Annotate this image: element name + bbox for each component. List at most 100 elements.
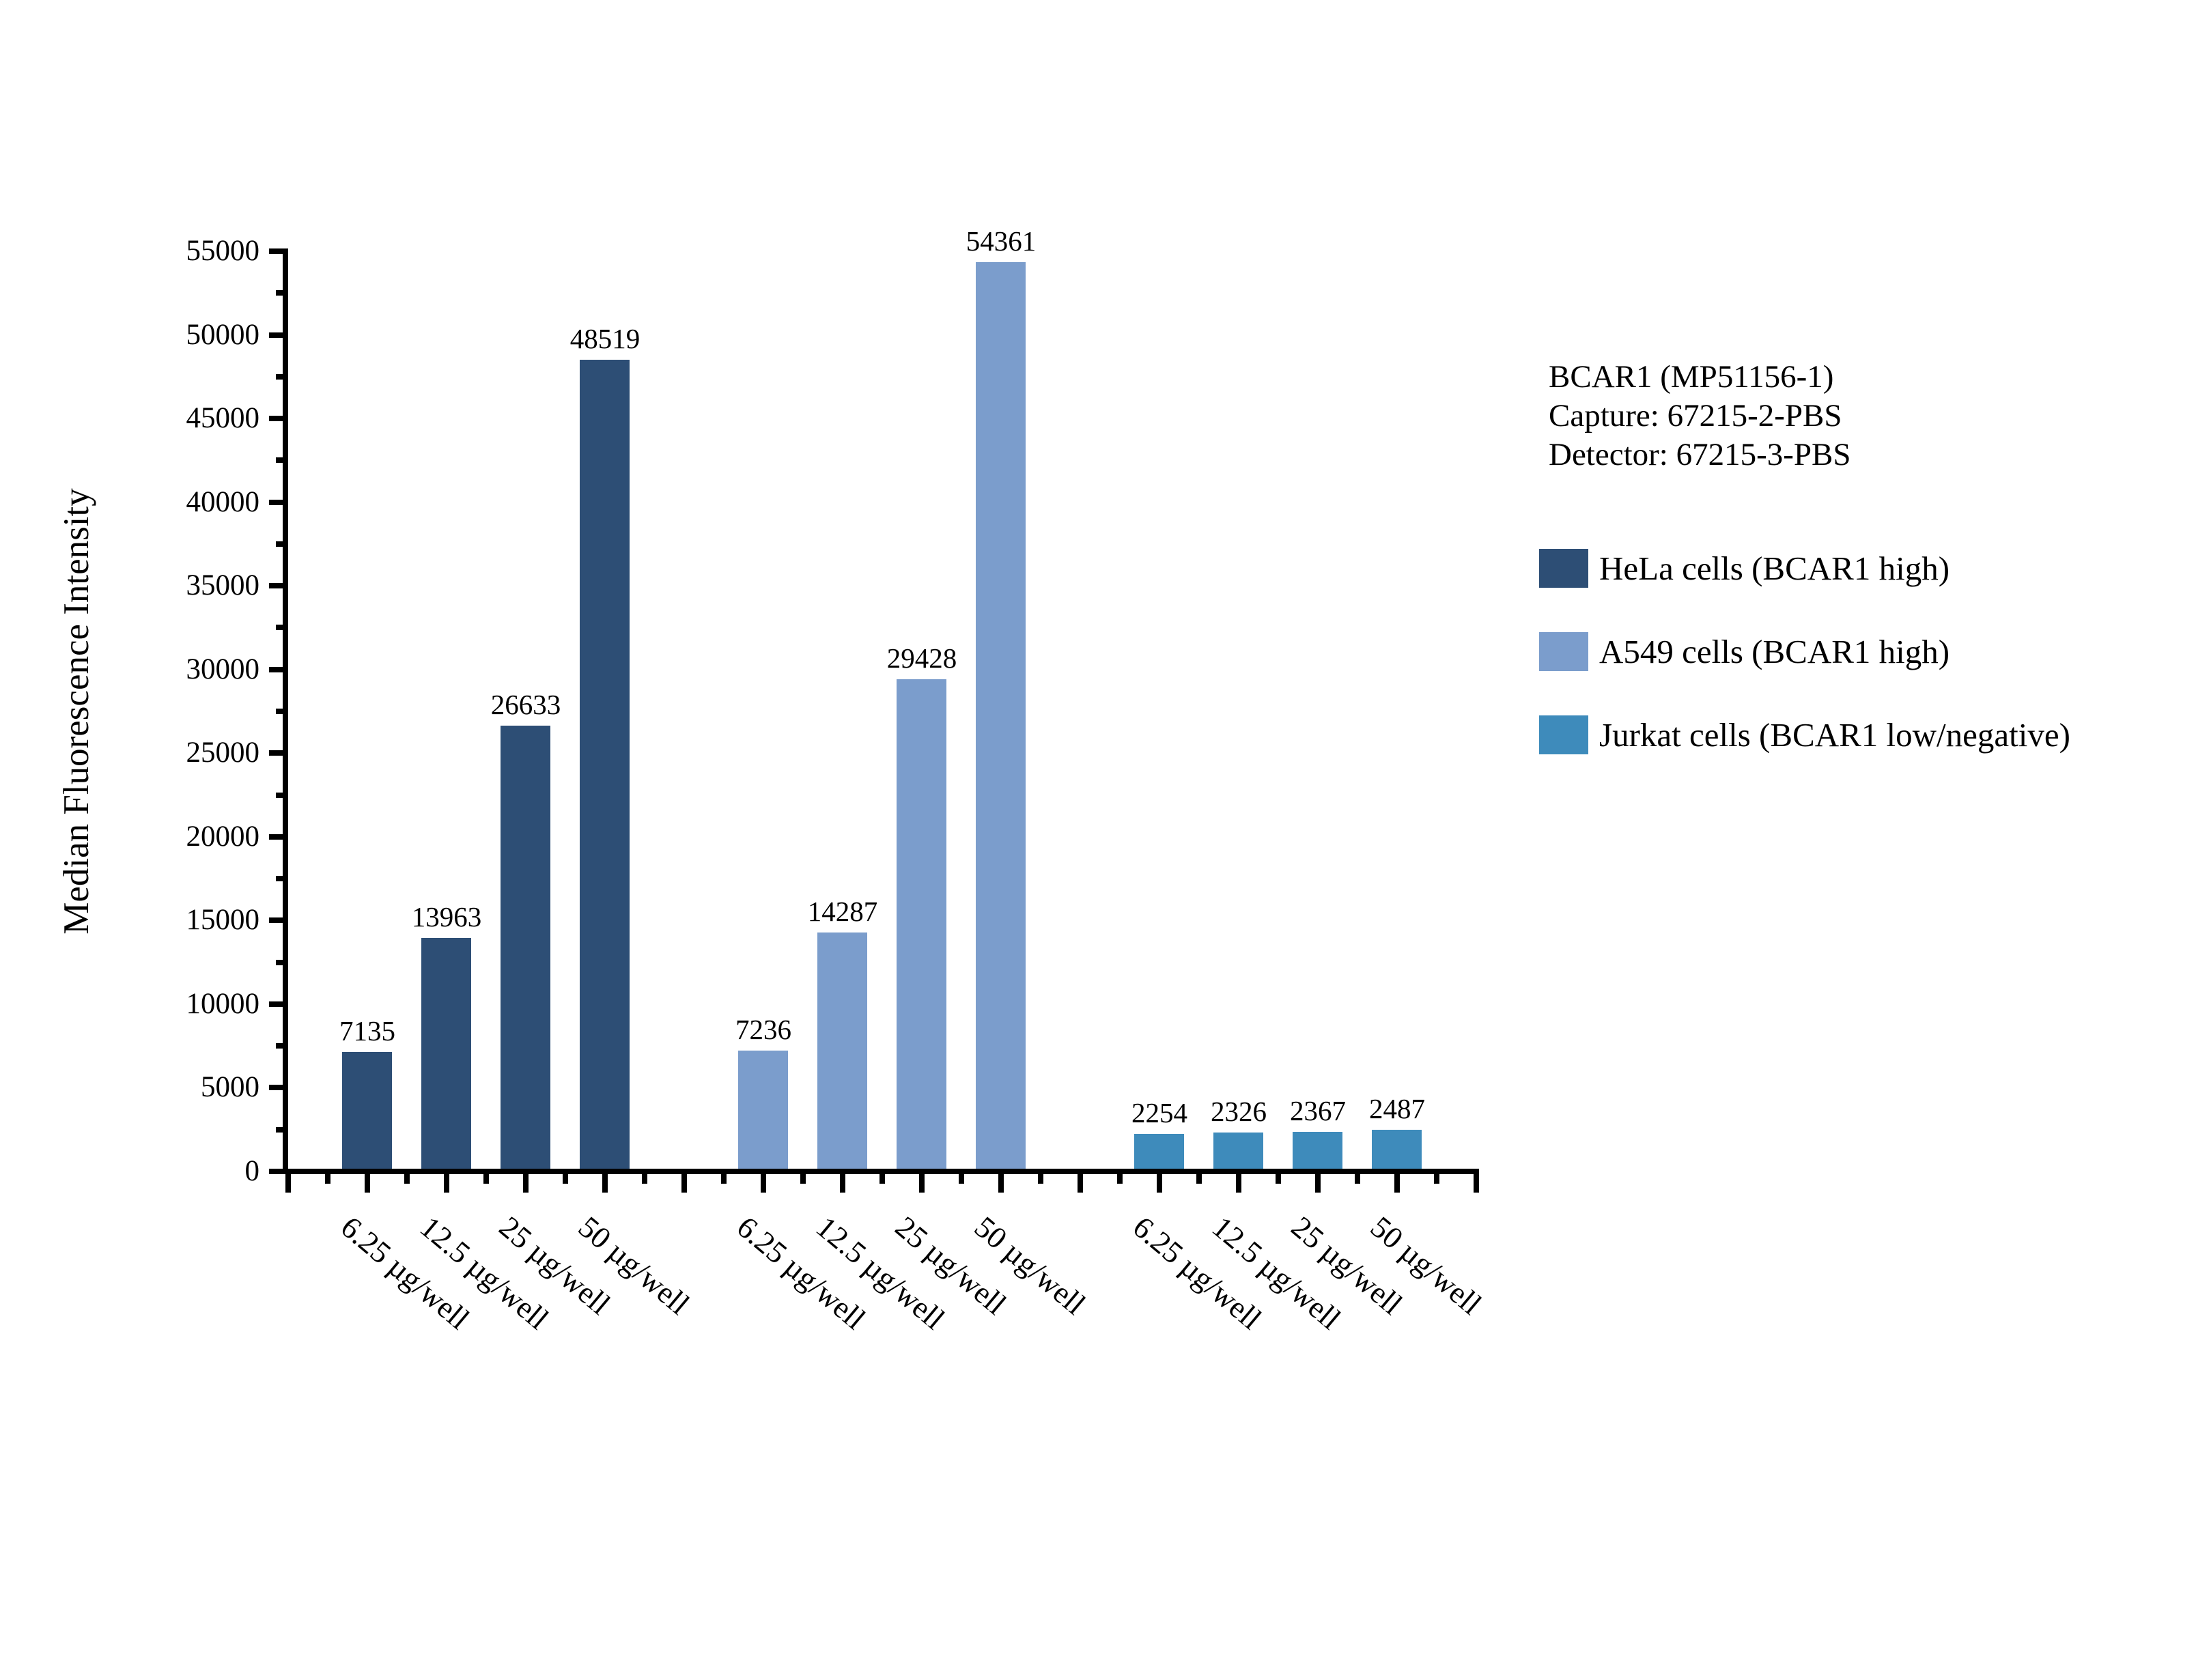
x-major-tick: [365, 1174, 370, 1193]
x-minor-tick: [1276, 1174, 1281, 1184]
x-minor-tick: [721, 1174, 727, 1184]
y-tick-label: 50000: [186, 318, 260, 351]
x-minor-tick: [800, 1174, 806, 1184]
x-minor-tick: [404, 1174, 410, 1184]
bar-value-label: 7135: [339, 1015, 395, 1047]
annotation-line-3: Detector: 67215-3-PBS: [1549, 437, 1851, 472]
legend-item-label: HeLa cells (BCAR1 high): [1599, 550, 1950, 587]
bar-value-label: 13963: [411, 901, 482, 932]
y-major-tick: [269, 332, 283, 338]
legend-item-label: A549 cells (BCAR1 high): [1599, 633, 1950, 670]
x-major-tick: [1394, 1174, 1400, 1193]
y-tick-label: 25000: [186, 737, 260, 769]
y-tick-label: 15000: [186, 904, 260, 937]
x-major-tick: [919, 1174, 925, 1193]
bar: [817, 932, 867, 1171]
x-major-tick: [523, 1174, 529, 1193]
y-minor-tick: [276, 792, 283, 798]
x-major-tick: [761, 1174, 766, 1193]
x-minor-tick: [1196, 1174, 1202, 1184]
x-minor-tick: [959, 1174, 964, 1184]
bar-value-label: 54361: [966, 225, 1037, 257]
bar-value-label: 29428: [886, 642, 957, 674]
y-tick-label: 30000: [186, 653, 260, 685]
bar: [738, 1051, 788, 1171]
x-major-tick: [285, 1174, 291, 1193]
y-major-tick: [269, 1001, 283, 1007]
x-minor-tick: [1434, 1174, 1439, 1184]
bar-value-label: 26633: [490, 689, 561, 720]
x-major-tick: [1315, 1174, 1321, 1193]
y-minor-tick: [276, 625, 283, 631]
y-minor-tick: [276, 290, 283, 296]
x-major-tick: [444, 1174, 449, 1193]
x-minor-tick: [483, 1174, 489, 1184]
y-minor-tick: [276, 373, 283, 380]
x-axis-line: [283, 1169, 1479, 1174]
annotation-line-1: BCAR1 (MP51156-1): [1549, 359, 1834, 395]
bar: [897, 679, 946, 1171]
y-axis-title: Median Fluorescence Intensity: [57, 488, 96, 935]
legend-item-label: Jurkat cells (BCAR1 low/negative): [1599, 716, 2070, 754]
bar: [976, 262, 1026, 1171]
y-axis-line: [283, 248, 288, 1174]
y-major-tick: [269, 666, 283, 672]
y-major-tick: [269, 750, 283, 756]
x-minor-tick: [879, 1174, 885, 1184]
x-minor-tick: [1117, 1174, 1123, 1184]
x-minor-tick: [642, 1174, 647, 1184]
x-minor-tick: [1038, 1174, 1043, 1184]
bar: [1134, 1134, 1184, 1171]
bar-value-label: 7236: [735, 1014, 791, 1045]
bar: [1213, 1133, 1263, 1171]
y-major-tick: [269, 1169, 283, 1174]
x-major-tick: [1157, 1174, 1162, 1193]
bar-value-label: 2487: [1369, 1093, 1425, 1124]
bar-value-label: 2254: [1131, 1097, 1187, 1128]
y-minor-tick: [276, 1043, 283, 1049]
x-minor-tick: [325, 1174, 330, 1184]
y-minor-tick: [276, 1126, 283, 1133]
y-major-tick: [269, 917, 283, 924]
x-major-tick: [602, 1174, 608, 1193]
y-tick-label: 0: [244, 1155, 260, 1187]
bar-value-label: 48519: [569, 323, 640, 354]
y-tick-label: 55000: [186, 235, 260, 267]
x-major-tick: [1236, 1174, 1241, 1193]
annotation-line-2: Capture: 67215-2-PBS: [1549, 398, 1842, 433]
x-major-tick: [1474, 1174, 1479, 1193]
bar-value-label: 2367: [1290, 1095, 1346, 1126]
bar: [1293, 1132, 1342, 1171]
y-tick-label: 40000: [186, 485, 260, 518]
x-minor-tick: [1355, 1174, 1360, 1184]
y-major-tick: [269, 834, 283, 840]
bar-value-label: 14287: [807, 896, 878, 927]
x-major-tick: [998, 1174, 1004, 1193]
bar: [1372, 1130, 1422, 1171]
y-tick-label: 10000: [186, 987, 260, 1020]
y-minor-tick: [276, 541, 283, 547]
x-major-tick: [681, 1174, 687, 1193]
y-tick-label: 5000: [201, 1071, 259, 1104]
legend-swatch: [1539, 715, 1588, 754]
bar: [421, 938, 471, 1171]
y-major-tick: [269, 1085, 283, 1091]
bar: [342, 1052, 392, 1171]
y-tick-label: 45000: [186, 402, 260, 435]
y-minor-tick: [276, 876, 283, 882]
y-major-tick: [269, 248, 283, 254]
legend-swatch: [1539, 632, 1588, 671]
y-minor-tick: [276, 457, 283, 464]
x-minor-tick: [563, 1174, 568, 1184]
bar-value-label: 2326: [1211, 1096, 1267, 1127]
y-tick-label: 20000: [186, 820, 260, 853]
legend-swatch: [1539, 549, 1588, 588]
x-major-tick: [1078, 1174, 1083, 1193]
y-minor-tick: [276, 709, 283, 714]
y-minor-tick: [276, 959, 283, 965]
y-major-tick: [269, 583, 283, 589]
bar: [580, 360, 630, 1171]
y-tick-label: 35000: [186, 569, 260, 602]
y-major-tick: [269, 416, 283, 422]
